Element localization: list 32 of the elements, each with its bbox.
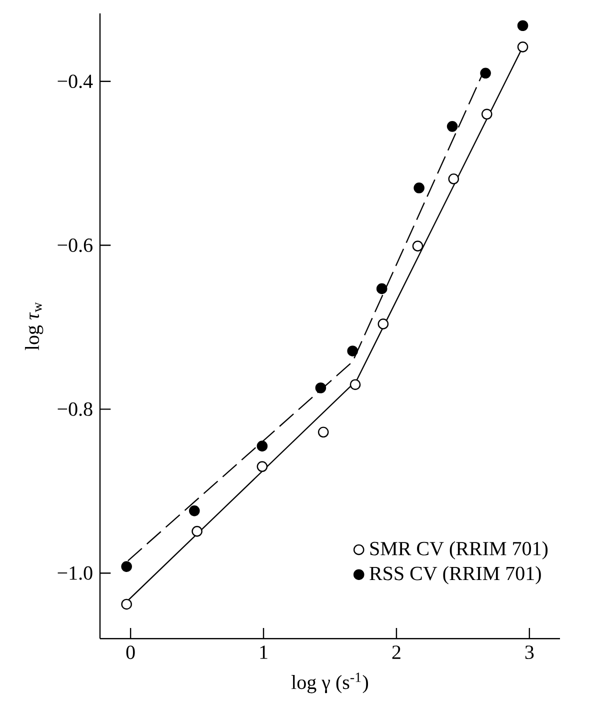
- point: [350, 379, 361, 390]
- x-tick-label: 0: [126, 646, 135, 660]
- point: [446, 121, 458, 132]
- y-tick-label: −0.4: [58, 74, 93, 88]
- y-tick-label: −0.8: [58, 402, 92, 416]
- point: [378, 318, 389, 330]
- point: [192, 526, 202, 537]
- point: [256, 461, 268, 472]
- point: [121, 598, 132, 610]
- x-tick-label: 3: [525, 646, 534, 660]
- point: [347, 346, 358, 356]
- point: [315, 382, 326, 394]
- point: [121, 561, 132, 572]
- point: [188, 505, 200, 516]
- x-axis-title: log γ (s$^{-1}$): [291, 672, 368, 694]
- legend-label: SMR CV (RRIM 701): [370, 541, 548, 560]
- point: [480, 68, 491, 79]
- y-axis-title: log τ$_{w}$: [25, 302, 44, 350]
- x-tick-label: 2: [392, 646, 400, 659]
- point: [376, 283, 388, 294]
- x-tick-label: 1: [260, 646, 268, 659]
- point: [481, 108, 492, 120]
- legend-label: RSS CV (RRIM 701): [370, 566, 541, 584]
- point: [412, 240, 424, 252]
- point: [517, 20, 528, 32]
- point: [517, 42, 528, 52]
- point: [256, 440, 268, 452]
- point: [448, 173, 460, 184]
- y-tick-label: −0.6: [58, 238, 92, 252]
- point: [318, 426, 329, 438]
- y-tick-label: −1.0: [58, 566, 92, 580]
- point: [414, 182, 424, 194]
